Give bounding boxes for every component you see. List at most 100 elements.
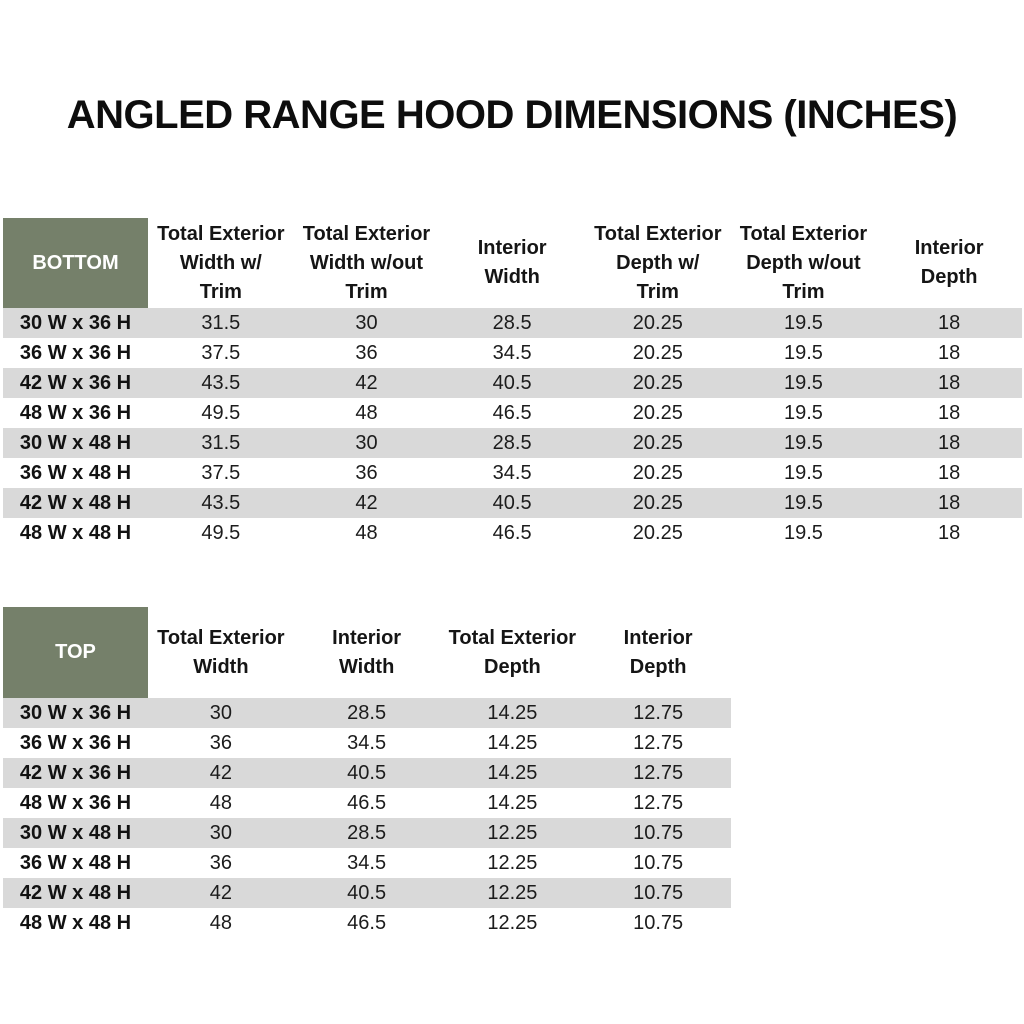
dimension-value: 12.25 [439, 878, 586, 908]
page-title: ANGLED RANGE HOOD DIMENSIONS (INCHES) [66, 93, 958, 137]
table-row: 42 W x 48 H 43.5 42 40.5 20.25 19.5 18 [3, 488, 1022, 518]
dimension-value: 40.5 [439, 368, 585, 398]
dimension-value: 10.75 [633, 911, 684, 934]
dimension-value: 20.25 [632, 521, 683, 544]
dimension-value: 49.5 [201, 521, 241, 544]
dimension-value: 14.25 [487, 731, 538, 754]
column-header-total-exterior-depth: Total Exterior Depth [448, 626, 577, 678]
column-header-interior-width: Interior Width [332, 626, 402, 678]
dimension-value: 37.5 [201, 461, 241, 484]
top-header-row: TOP Total Exterior Width Interior Width … [3, 607, 731, 698]
dimension-value: 34.5 [347, 731, 387, 754]
dimension-value: 19.5 [783, 521, 823, 544]
column-header-total-exterior-width-w-trim: Total Exterior Width w/ Trim [157, 222, 285, 303]
dimension-value: 20.25 [584, 428, 731, 458]
dimension-value: 46.5 [492, 401, 532, 424]
dimension-value: 36 [355, 461, 378, 484]
row-size-label: 42 W x 36 H [3, 368, 148, 398]
dimension-value: 19.5 [783, 401, 823, 424]
table-row: 30 W x 48 H 31.5 30 28.5 20.25 19.5 18 [3, 428, 1022, 458]
table-row: 42 W x 36 H 43.5 42 40.5 20.25 19.5 18 [3, 368, 1022, 398]
column-header-total-exterior-width-wout-trim: Total Exterior Width w/out Trim [302, 222, 431, 303]
row-size-label: 30 W x 36 H [3, 698, 148, 728]
dimension-value: 46.5 [347, 791, 387, 814]
dimension-value: 42 [293, 368, 440, 398]
dimension-value: 37.5 [201, 341, 241, 364]
dimension-value: 18 [938, 461, 961, 484]
dimension-value: 20.25 [632, 461, 683, 484]
row-size-label: 30 W x 48 H [3, 428, 148, 458]
dimension-value: 30 [293, 428, 440, 458]
dimension-value: 28.5 [293, 818, 440, 848]
dimension-value: 30 [148, 698, 294, 728]
row-size-label: 36 W x 36 H [19, 341, 132, 364]
dimension-value: 49.5 [201, 401, 241, 424]
row-size-label: 42 W x 36 H [3, 758, 148, 788]
dimension-value: 10.75 [633, 851, 684, 874]
dimension-value: 18 [938, 521, 961, 544]
row-size-label: 36 W x 48 H [19, 851, 132, 874]
column-header-total-exterior-width: Total Exterior Width [157, 626, 285, 678]
table-row: 48 W x 48 H 48 46.5 12.25 10.75 [3, 908, 731, 938]
dimension-value: 34.5 [492, 341, 532, 364]
dimension-value: 34.5 [492, 461, 532, 484]
dimension-value: 40.5 [293, 758, 440, 788]
row-size-label: 36 W x 36 H [19, 731, 132, 754]
row-size-label: 48 W x 36 H [19, 401, 132, 424]
dimension-value: 28.5 [439, 308, 585, 338]
table-row: 48 W x 36 H 48 46.5 14.25 12.75 [3, 788, 731, 818]
column-header-interior-depth: Interior Depth [914, 237, 984, 288]
dimension-value: 43.5 [148, 368, 294, 398]
row-size-label: 30 W x 48 H [3, 818, 148, 848]
dimension-value: 42 [148, 758, 294, 788]
dimension-value: 40.5 [293, 878, 440, 908]
dimension-value: 48 [209, 911, 232, 934]
table-row: 30 W x 36 H 31.5 30 28.5 20.25 19.5 18 [3, 308, 1022, 338]
dimension-value: 19.5 [730, 368, 877, 398]
column-header-total-exterior-depth-wout-trim: Total Exterior Depth w/out Trim [739, 222, 868, 303]
dimension-value: 40.5 [439, 488, 585, 518]
dimension-value: 36 [209, 731, 232, 754]
table-row: 48 W x 36 H 49.5 48 46.5 20.25 19.5 18 [3, 398, 1022, 428]
dimension-value: 14.25 [487, 791, 538, 814]
column-header-total-exterior-depth-w-trim: Total Exterior Depth w/ Trim [594, 222, 722, 303]
table-row: 42 W x 48 H 42 40.5 12.25 10.75 [3, 878, 731, 908]
row-size-label: 48 W x 36 H [19, 791, 132, 814]
dimension-value: 31.5 [148, 308, 294, 338]
dimension-value: 36 [209, 851, 232, 874]
row-size-label: 42 W x 48 H [3, 488, 148, 518]
dimension-value: 18 [938, 341, 961, 364]
dimension-value: 19.5 [783, 461, 823, 484]
top-dimensions-table: TOP Total Exterior Width Interior Width … [3, 607, 731, 938]
bottom-table-label: BOTTOM [3, 218, 148, 308]
dimension-value: 14.25 [439, 698, 586, 728]
dimension-value: 18 [876, 368, 1022, 398]
dimension-value: 12.75 [585, 758, 731, 788]
table-row: 30 W x 48 H 30 28.5 12.25 10.75 [3, 818, 731, 848]
bottom-header-row: BOTTOM Total Exterior Width w/ Trim Tota… [3, 218, 1022, 308]
table-row: 42 W x 36 H 42 40.5 14.25 12.75 [3, 758, 731, 788]
table-row: 36 W x 36 H 37.5 36 34.5 20.25 19.5 18 [3, 338, 1022, 368]
dimension-value: 43.5 [148, 488, 294, 518]
dimension-value: 18 [938, 401, 961, 424]
dimension-value: 42 [293, 488, 440, 518]
dimension-value: 19.5 [730, 488, 877, 518]
dimension-value: 12.75 [633, 731, 684, 754]
dimension-value: 20.25 [632, 401, 683, 424]
bottom-dimensions-table: BOTTOM Total Exterior Width w/ Trim Tota… [3, 218, 1022, 548]
dimension-value: 28.5 [293, 698, 440, 728]
row-size-label: 30 W x 36 H [3, 308, 148, 338]
top-table-label: TOP [3, 607, 148, 698]
dimension-value: 36 [355, 341, 378, 364]
dimension-value: 30 [148, 818, 294, 848]
dimension-value: 31.5 [148, 428, 294, 458]
dimension-value: 12.75 [585, 698, 731, 728]
table-row: 36 W x 48 H 36 34.5 12.25 10.75 [3, 848, 731, 878]
table-row: 30 W x 36 H 30 28.5 14.25 12.75 [3, 698, 731, 728]
dimension-value: 18 [876, 488, 1022, 518]
table-row: 36 W x 48 H 37.5 36 34.5 20.25 19.5 18 [3, 458, 1022, 488]
dimension-value: 20.25 [584, 368, 731, 398]
row-size-label: 42 W x 48 H [3, 878, 148, 908]
dimension-value: 10.75 [585, 818, 731, 848]
column-header-interior-depth: Interior Depth [623, 626, 693, 678]
